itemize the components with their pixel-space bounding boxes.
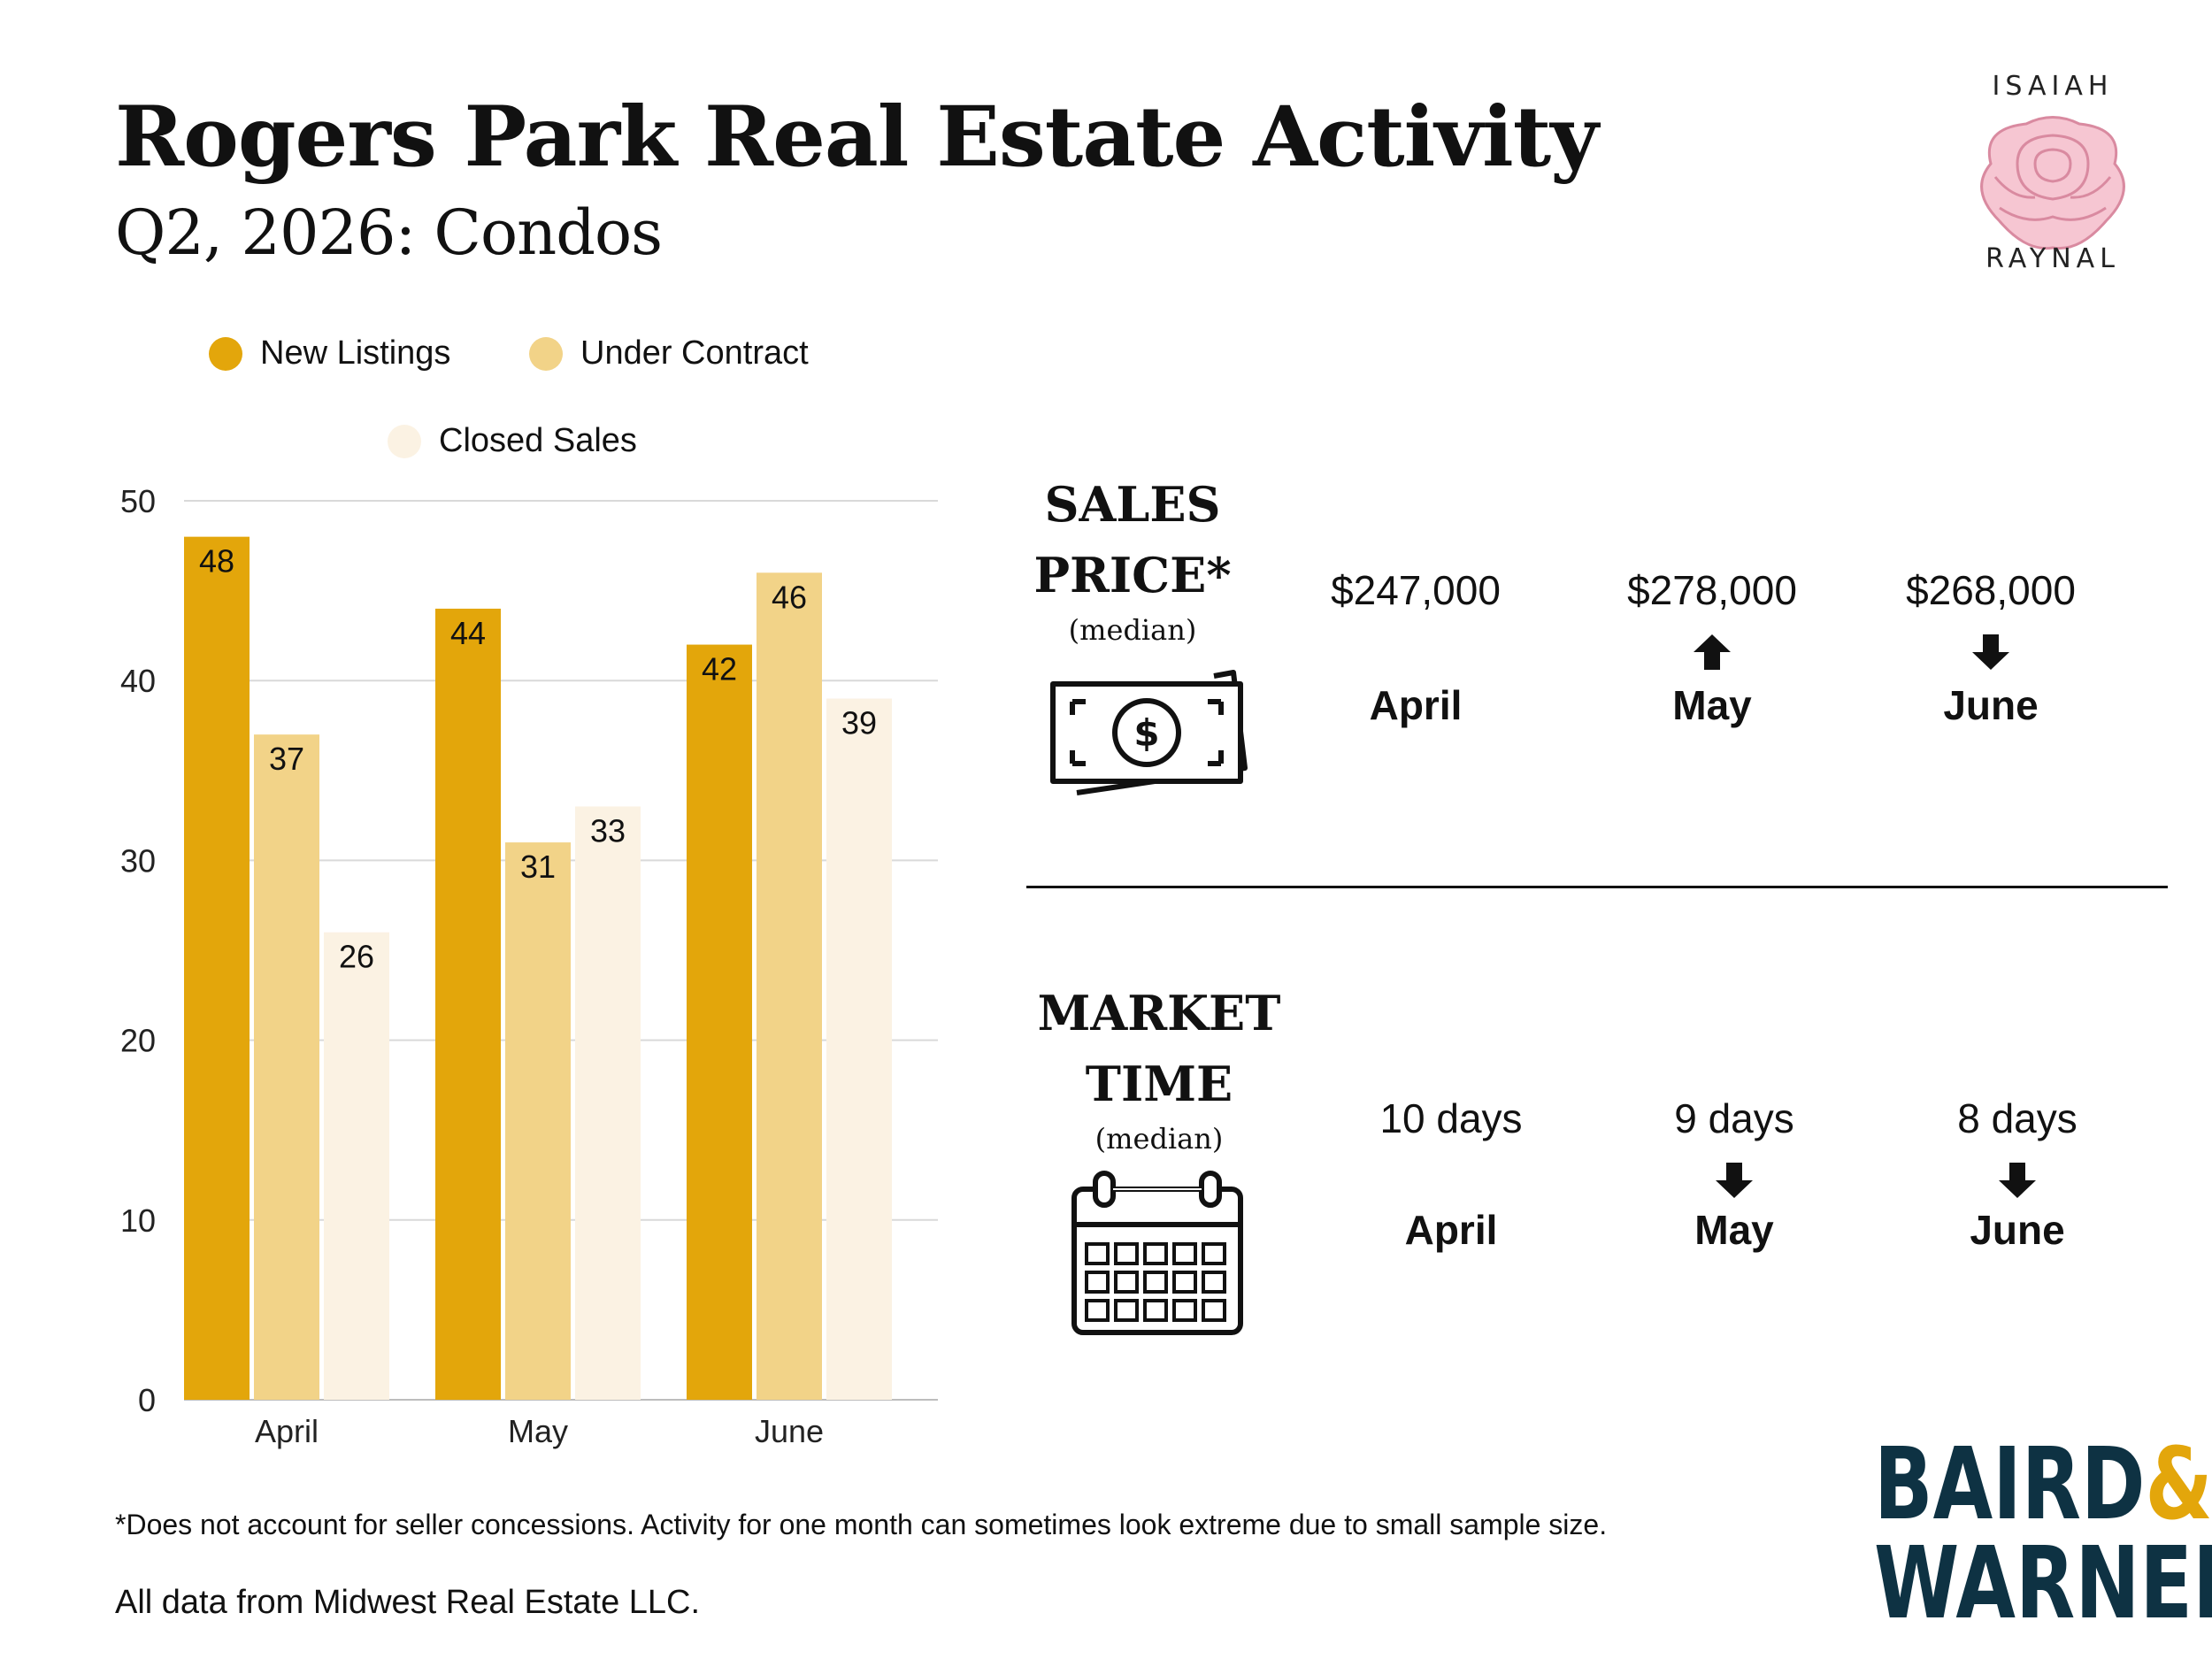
svg-text:$: $: [1133, 711, 1159, 755]
data-label-under-contract-june: 46: [772, 579, 807, 615]
legend-label-closed-sales: Closed Sales: [439, 422, 637, 459]
bar-under-contract-may: [505, 842, 571, 1400]
sales-price-month-may: May: [1672, 682, 1752, 728]
bar-under-contract-june: [757, 572, 822, 1400]
data-label-under-contract-may: 31: [520, 849, 556, 885]
calendar-icon: [1071, 1171, 1243, 1335]
page-title: Rogers Park Real Estate Activity: [115, 88, 1599, 186]
market-time-value-may: 9 days: [1674, 1095, 1794, 1141]
logo-bottom-text: RAYNAL: [1985, 243, 2120, 274]
sales-price-month-april: April: [1369, 682, 1463, 728]
data-label-under-contract-april: 37: [269, 741, 304, 777]
x-tick-label-may: May: [508, 1413, 568, 1449]
sales-price-heading: SALES PRICE*: [1018, 469, 1248, 611]
legend-swatch-under-contract: [529, 336, 563, 371]
arrow-down-icon: [1972, 634, 2009, 670]
arrow-up-icon: [1694, 634, 1731, 670]
bar-closed-sales-april: [324, 932, 389, 1400]
x-tick-label-june: June: [755, 1413, 824, 1449]
bar-under-contract-april: [254, 734, 319, 1400]
data-label-closed-sales-may: 33: [590, 812, 626, 849]
legend-label-new-listings: New Listings: [260, 334, 451, 372]
brand-line1: BAIRD: [1874, 1427, 2146, 1542]
market-time-month-april: April: [1404, 1207, 1498, 1253]
data-label-closed-sales-april: 26: [339, 939, 374, 975]
brand-logo: BAIRD& WARNER: [1874, 1435, 2212, 1633]
bar-closed-sales-june: [826, 698, 892, 1400]
market-time-heading-line1: MARKET: [1037, 985, 1281, 1041]
rose-icon: [1980, 116, 2125, 250]
sales-price-heading-line2: PRICE*: [1033, 547, 1232, 603]
legend-swatch-new-listings: [209, 336, 242, 371]
bar-new-listings-april: [184, 536, 250, 1400]
legend-label-under-contract: Under Contract: [580, 334, 809, 372]
footnote: *Does not account for seller concessions…: [115, 1509, 1608, 1540]
logo-top-text: ISAIAH: [1992, 71, 2114, 102]
market-time-heading: MARKET TIME: [1035, 978, 1283, 1119]
data-label-closed-sales-june: 39: [841, 705, 877, 741]
market-time-heading-line2: TIME: [1085, 1056, 1233, 1112]
bar-new-listings-may: [435, 608, 501, 1400]
sales-price-value-june: $268,000: [1906, 567, 2076, 613]
y-tick-label: 10: [120, 1202, 156, 1239]
data-label-new-listings-june: 42: [702, 651, 737, 687]
bar-chart: 0 10 20 30 40 50 48 37 26 April 44 31 33 May 42 46 39 Jun…: [120, 483, 938, 1449]
sales-price-heading-line1: SALES: [1044, 476, 1221, 533]
arrow-down-icon: [1716, 1163, 1753, 1198]
market-time-month-may: May: [1694, 1207, 1774, 1253]
market-time-note: (median): [1094, 1122, 1224, 1156]
y-tick-label: 20: [120, 1023, 156, 1059]
legend-closed-sales: Closed Sales: [388, 422, 637, 460]
page-subtitle: Q2, 2026: Condos: [115, 196, 663, 269]
y-tick-label: 30: [120, 842, 156, 879]
data-source: All data from Midwest Real Estate LLC.: [115, 1584, 701, 1621]
legend-swatch-closed-sales: [388, 424, 421, 458]
brand-ampersand: &: [2145, 1427, 2212, 1542]
y-tick-label: 0: [138, 1382, 156, 1418]
sales-price-value-may: $278,000: [1627, 567, 1797, 613]
agent-logo: ISAIAH RAYNAL: [1947, 62, 2159, 292]
market-time-value-june: 8 days: [1957, 1095, 2078, 1141]
y-tick-label: 40: [120, 663, 156, 699]
y-tick-label: 50: [120, 483, 156, 519]
section-divider: [1026, 886, 2168, 888]
data-label-new-listings-april: 48: [199, 543, 234, 580]
sales-price-note: (median): [1068, 613, 1197, 647]
bar-closed-sales-may: [575, 806, 641, 1400]
legend-new-listings: New Listings: [209, 334, 450, 373]
market-time-value-april: 10 days: [1379, 1095, 1523, 1141]
money-icon: $: [1050, 670, 1248, 795]
x-tick-label-april: April: [255, 1413, 319, 1449]
sales-price-month-june: June: [1943, 682, 2039, 728]
market-time-month-june: June: [1970, 1207, 2065, 1253]
legend-under-contract: Under Contract: [529, 334, 809, 373]
data-label-new-listings-may: 44: [450, 615, 486, 651]
sales-price-value-april: $247,000: [1331, 567, 1501, 613]
bar-new-listings-june: [687, 644, 752, 1400]
brand-line2: WARNER: [1874, 1526, 2212, 1641]
arrow-down-icon: [1999, 1163, 2036, 1198]
